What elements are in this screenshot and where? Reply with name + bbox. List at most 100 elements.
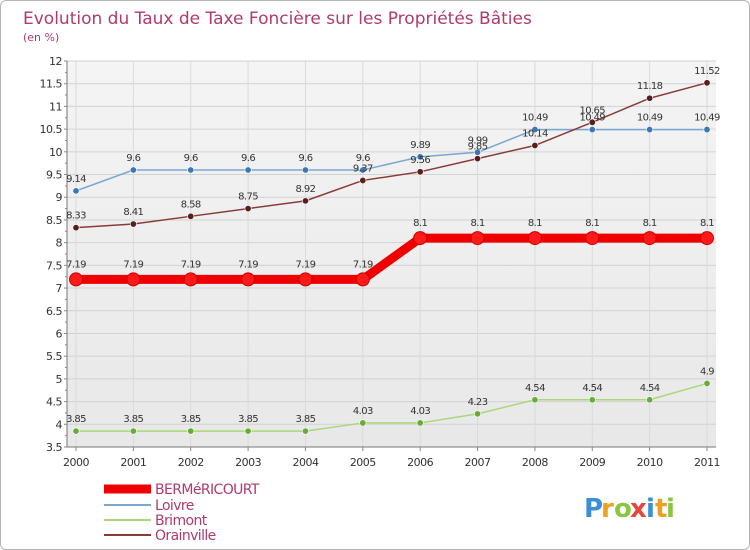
data-label: 4.54: [582, 383, 602, 394]
data-label: 10.49: [694, 113, 720, 124]
data-point: [359, 166, 367, 174]
data-point: [416, 153, 424, 161]
data-label: 3.85: [66, 414, 86, 425]
y-tick-label: 5: [56, 373, 63, 386]
data-point: [703, 379, 711, 387]
data-point: [129, 220, 137, 228]
data-point: [416, 419, 424, 427]
data-point: [129, 427, 137, 435]
data-point: [531, 141, 539, 149]
x-tick-label: 2006: [407, 456, 433, 469]
data-label: 9.56: [410, 155, 430, 166]
data-label: 4.9: [700, 366, 714, 377]
data-point: [298, 272, 313, 287]
legend-label: Orainville: [155, 528, 216, 544]
x-tick-label: 2007: [465, 456, 491, 469]
x-tick-label: 2008: [522, 456, 548, 469]
series-points: [69, 79, 714, 435]
data-label: 9.85: [468, 142, 488, 153]
data-point: [700, 231, 714, 246]
data-label: 10.65: [579, 105, 605, 116]
data-point: [703, 126, 711, 134]
data-label: 7.19: [123, 259, 143, 270]
data-label: 9.6: [126, 153, 140, 164]
logo-letter: x: [630, 494, 647, 524]
series-line: [75, 82, 708, 229]
data-label: 10.49: [579, 113, 605, 124]
data-label: 9.6: [298, 153, 312, 164]
data-label: 3.85: [238, 414, 258, 425]
series-line: [75, 128, 708, 192]
data-point: [585, 231, 600, 246]
legend-label: Loivre: [155, 498, 194, 514]
data-point: [359, 176, 367, 184]
logo-letter: i: [666, 494, 675, 524]
data-point: [416, 168, 424, 176]
data-label: 8.1: [413, 218, 427, 229]
data-label: 8.75: [238, 192, 258, 203]
logo-letter: r: [601, 494, 614, 524]
data-label: 8.1: [470, 218, 484, 229]
data-point: [413, 231, 428, 246]
data-point: [72, 427, 80, 435]
y-tick-label: 3.5: [46, 441, 62, 454]
data-label: 10.14: [522, 128, 548, 139]
data-label: 9.6: [241, 153, 255, 164]
series-line: [75, 382, 708, 432]
data-label: 8.1: [643, 218, 657, 229]
data-point: [588, 396, 596, 404]
y-tick-label: 6.5: [46, 305, 62, 318]
data-label: 8.1: [700, 218, 714, 229]
data-label: 8.41: [123, 207, 143, 218]
x-tick-label: 2003: [235, 456, 261, 469]
x-tick-label: 2004: [292, 456, 318, 469]
data-label: 4.03: [410, 406, 430, 417]
data-label: 7.19: [296, 259, 316, 270]
data-labels: 3.85 3.85 3.85 3.85 3.85 4.03 4.03 4.23 4.54 4.54…: [66, 66, 721, 425]
data-point: [69, 272, 83, 287]
data-point: [646, 94, 654, 102]
y-tick-label: 4: [56, 418, 63, 431]
data-point: [187, 427, 195, 435]
x-tick-label: 2001: [120, 456, 146, 469]
y-tick-label: 12: [49, 55, 62, 68]
x-tick-label: 2009: [579, 456, 605, 469]
series-line: [71, 233, 712, 284]
y-tick-label: 6: [56, 327, 63, 340]
data-label: 10.49: [637, 113, 663, 124]
data-point: [646, 396, 654, 404]
data-label: 7.19: [66, 259, 86, 270]
data-point: [703, 79, 711, 87]
data-label: 11.18: [637, 81, 663, 92]
x-tick-label: 2000: [63, 456, 89, 469]
legend-label: BERMéRICOURT: [155, 482, 260, 498]
data-point: [474, 410, 482, 418]
data-point: [359, 419, 367, 427]
y-tick-label: 8.5: [46, 214, 62, 227]
y-tick-label: 10: [49, 146, 62, 159]
data-point: [642, 231, 657, 246]
data-label: 11.52: [694, 66, 720, 77]
y-tick-label: 4.5: [46, 396, 62, 409]
x-tick-label: 2010: [637, 456, 663, 469]
data-point: [301, 197, 309, 205]
data-point: [531, 126, 539, 134]
data-label: 9.89: [410, 140, 430, 151]
data-label: 10.49: [522, 113, 548, 124]
data-label: 7.19: [353, 259, 373, 270]
data-label: 8.1: [585, 218, 599, 229]
logo-letter: o: [614, 494, 632, 524]
data-point: [588, 126, 596, 134]
data-point: [474, 155, 482, 163]
data-point: [531, 396, 539, 404]
data-label: 9.14: [66, 174, 86, 185]
data-point: [470, 231, 485, 246]
data-label: 8.92: [296, 184, 316, 195]
y-tick-label: 5.5: [46, 350, 62, 363]
data-label: 8.58: [181, 199, 201, 210]
data-label: 8.1: [528, 218, 542, 229]
y-tick-label: 9: [56, 191, 63, 204]
y-tick-label: 7.5: [46, 259, 62, 272]
